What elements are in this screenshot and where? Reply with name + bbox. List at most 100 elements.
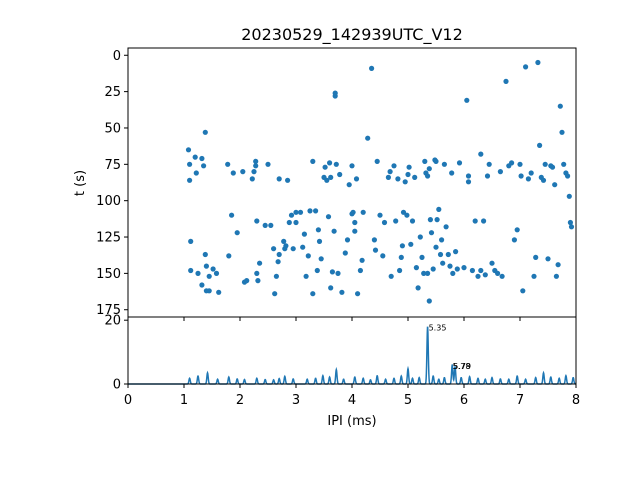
scatter-point [568, 224, 575, 230]
scatter-point [372, 247, 379, 253]
scatter-point [188, 238, 194, 244]
scatter-point [283, 243, 289, 249]
scatter-point [472, 218, 478, 224]
scatter-point [437, 251, 444, 258]
scatter-point [325, 214, 332, 220]
scatter-y-tick-label: 100 [96, 194, 121, 209]
scatter-point [397, 267, 403, 274]
scatter-point [314, 267, 320, 274]
scatter-point [188, 267, 194, 274]
ipi-axes-frame [127, 316, 577, 385]
scatter-point [349, 163, 355, 169]
scatter-point [482, 272, 488, 278]
scatter-point [244, 278, 250, 284]
scatter-point [531, 273, 537, 279]
scatter-y-axis-label: t (s) [73, 170, 88, 196]
scatter-point [305, 253, 311, 259]
scatter-point [271, 246, 277, 252]
scatter-point [408, 241, 414, 247]
scatter-point [273, 273, 279, 279]
scatter-point [234, 230, 240, 236]
scatter-point [374, 158, 380, 164]
scatter-point [447, 263, 453, 269]
scatter-point [257, 260, 263, 266]
scatter-point [344, 237, 351, 243]
scatter-point [381, 219, 388, 226]
scatter-panel: 0 25 50 75 100 125 150 175 t (s) [73, 47, 577, 321]
scatter-point [518, 173, 524, 179]
scatter-point [478, 151, 484, 157]
scatter-point [567, 219, 574, 226]
scatter-point [514, 227, 520, 233]
scatter-point [388, 273, 394, 279]
scatter-point [240, 169, 246, 175]
scatter-point [545, 256, 551, 262]
scatter-point [440, 260, 446, 266]
scatter-point [202, 251, 208, 258]
scatter-point [425, 173, 431, 179]
scatter-point [187, 161, 193, 167]
scatter-point [445, 251, 451, 258]
scatter-y-tick-label: 25 [104, 85, 121, 100]
scatter-point [286, 219, 292, 226]
scatter-point [422, 158, 428, 164]
scatter-point [565, 173, 571, 179]
scatter-point [199, 155, 205, 162]
scatter-point [511, 237, 517, 243]
scatter-point [486, 161, 492, 167]
scatter-point [249, 176, 255, 182]
scatter-point [315, 227, 321, 233]
scatter-point [327, 160, 333, 166]
scatter-point [542, 161, 548, 167]
scatter-point [453, 249, 459, 255]
chart-title: 20230529_142939UTC_V12 [241, 25, 463, 45]
scatter-point [313, 208, 319, 214]
scatter-point [285, 177, 291, 183]
scatter-point [456, 160, 463, 166]
ipi-y-ticks: 0 20 [104, 314, 128, 393]
scatter-point [290, 246, 296, 252]
scatter-point [484, 173, 491, 179]
scatter-point [331, 228, 337, 234]
scatter-point [272, 291, 278, 297]
scatter-point [417, 234, 423, 240]
scatter-point [201, 163, 207, 169]
scatter-point [202, 129, 208, 135]
scatter-point [405, 171, 411, 178]
scatter-point [497, 169, 503, 175]
scatter-point [297, 209, 304, 215]
scatter-point [225, 161, 231, 167]
scatter-point [566, 193, 572, 199]
scatter-point [328, 285, 334, 291]
scatter-point [525, 176, 532, 182]
scatter-point [461, 265, 467, 271]
scatter-point [371, 237, 377, 243]
scatter-point [412, 174, 418, 180]
scatter-point [475, 273, 481, 279]
scatter-point [206, 273, 212, 279]
scatter-point [509, 160, 515, 166]
scatter-point [332, 90, 338, 96]
scatter-point [333, 161, 339, 167]
scatter-point [454, 266, 460, 272]
scatter-point [255, 278, 261, 284]
scatter-point [350, 209, 356, 215]
scatter-point [355, 291, 361, 297]
scatter-y-tick-label: 175 [96, 303, 121, 318]
scatter-point [549, 164, 556, 170]
scatter-point [365, 135, 371, 141]
scatter-point [265, 161, 271, 167]
scatter-point [465, 179, 472, 185]
scatter-point [433, 244, 439, 250]
scatter-point [441, 161, 447, 167]
scatter-point [465, 173, 472, 179]
scatter-point [357, 267, 363, 274]
scatter-point [275, 259, 281, 265]
scatter-point [276, 176, 282, 182]
scatter-point [324, 177, 330, 183]
scatter-point [426, 166, 432, 172]
scatter-point [337, 171, 343, 178]
scatter-point [528, 170, 534, 176]
ipi-x-tick-label: 1 [180, 393, 188, 408]
scatter-y-ticks: 0 25 50 75 100 125 150 175 [96, 49, 128, 318]
